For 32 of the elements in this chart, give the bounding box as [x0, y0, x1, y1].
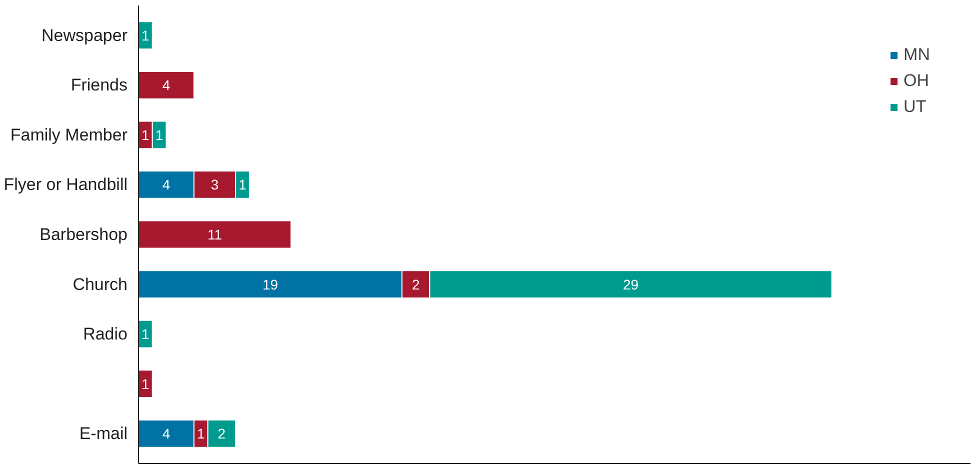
legend-label: UT: [904, 97, 926, 117]
data-label: 1: [142, 376, 150, 392]
bar: [138, 370, 153, 398]
data-label: 11: [208, 226, 222, 242]
y-tick-label: Radio: [83, 324, 128, 344]
y-tick-label: Newspaper: [42, 26, 128, 45]
data-label: 1: [142, 27, 150, 44]
data-label: 2: [412, 276, 420, 292]
legend-label: OH: [904, 71, 930, 91]
data-label: 1: [197, 426, 206, 442]
data-label: 1: [238, 176, 247, 193]
bar: [138, 21, 153, 50]
bar: [138, 320, 153, 348]
data-label: 19: [262, 276, 278, 292]
data-label: 1: [142, 126, 150, 143]
bar: [138, 220, 292, 249]
data-label: 3: [210, 176, 219, 193]
data-label: 1: [155, 126, 164, 143]
bar: [138, 70, 194, 100]
data-label: 4: [162, 176, 170, 193]
y-tick-label: Friends: [70, 76, 128, 95]
data-label: 4: [162, 77, 170, 94]
y-tick-label: E-mail: [79, 424, 128, 444]
y-tick-label: Flyer or Handbill: [4, 175, 128, 194]
y-tick-label: Family Member: [10, 125, 128, 144]
data-label: 1: [142, 326, 150, 342]
y-tick-label: Church: [72, 274, 128, 294]
data-label: 2: [218, 426, 226, 442]
y-tick-label: Barbershop: [40, 225, 128, 244]
data-label: 4: [162, 426, 170, 442]
data-label: 29: [622, 276, 639, 292]
legend-label: MN: [904, 45, 930, 65]
